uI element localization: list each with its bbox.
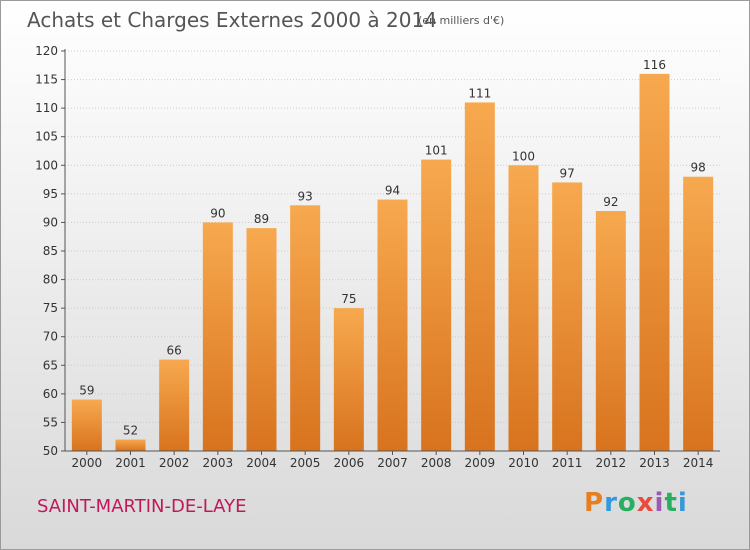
y-tick-label: 120 <box>35 44 58 58</box>
value-label: 52 <box>123 424 138 438</box>
value-label: 100 <box>512 149 535 163</box>
x-tick-label: 2002 <box>159 456 190 470</box>
x-tick-label: 2003 <box>203 456 234 470</box>
bar-2007 <box>377 199 408 451</box>
proxiti-logo: Proxiti <box>584 488 688 518</box>
bar-2011 <box>552 182 583 451</box>
y-tick-label: 95 <box>43 187 58 201</box>
bar-2001 <box>115 439 146 451</box>
y-tick-label: 115 <box>35 73 58 87</box>
value-label: 97 <box>560 166 575 180</box>
y-tick-label: 50 <box>43 444 58 458</box>
y-tick-label: 105 <box>35 130 58 144</box>
bar-2000 <box>71 399 102 451</box>
y-tick-label: 55 <box>43 415 58 429</box>
value-label: 66 <box>167 344 182 358</box>
bar-2009 <box>464 102 495 451</box>
y-tick-label: 100 <box>35 158 58 172</box>
x-tick-label: 2004 <box>246 456 277 470</box>
x-tick-label: 2006 <box>334 456 365 470</box>
value-label: 111 <box>468 86 491 100</box>
y-tick-label: 75 <box>43 301 58 315</box>
x-tick-label: 2000 <box>72 456 103 470</box>
value-label: 94 <box>385 184 400 198</box>
y-tick-label: 80 <box>43 273 58 287</box>
y-tick-label: 70 <box>43 330 58 344</box>
bar-2010 <box>508 165 539 452</box>
x-tick-label: 2001 <box>115 456 146 470</box>
bars: 59 52 66 90 89 93 75 94 101 111 100 97 92 116 98 <box>71 58 714 452</box>
bar-2012 <box>595 211 626 451</box>
value-label: 59 <box>79 384 94 398</box>
x-tick-label: 2012 <box>596 456 627 470</box>
chart-title: Achats et Charges Externes 2000 à 2014 <box>27 8 437 32</box>
bar-2006 <box>333 308 364 451</box>
bar-2005 <box>290 205 321 451</box>
bar-2014 <box>683 176 714 451</box>
x-tick-label: 2007 <box>377 456 408 470</box>
x-tick-label: 2013 <box>639 456 670 470</box>
value-label: 92 <box>603 195 618 209</box>
bar-2013 <box>639 73 670 451</box>
x-tick-label: 2005 <box>290 456 321 470</box>
y-tick-label: 65 <box>43 358 58 372</box>
place-name: SAINT-MARTIN-DE-LAYE <box>37 496 247 517</box>
bar-2008 <box>421 159 452 452</box>
value-label: 116 <box>643 58 666 72</box>
value-label: 90 <box>210 206 225 220</box>
axes: 50 55 60 65 70 75 80 85 90 95 100 105 110 115 120 2000 2… <box>35 44 720 470</box>
value-label: 98 <box>691 161 706 175</box>
x-tick-label: 2011 <box>552 456 583 470</box>
x-tick-label: 2009 <box>465 456 496 470</box>
value-label: 75 <box>341 292 356 306</box>
x-tick-label: 2008 <box>421 456 452 470</box>
x-tick-label: 2010 <box>508 456 539 470</box>
y-tick-label: 90 <box>43 215 58 229</box>
bar-2003 <box>202 222 233 451</box>
bar-2002 <box>159 359 190 451</box>
value-label: 101 <box>425 144 448 158</box>
value-label: 93 <box>298 189 313 203</box>
y-tick-label: 85 <box>43 244 58 258</box>
bar-2004 <box>246 228 277 451</box>
x-tick-label: 2014 <box>683 456 714 470</box>
value-label: 89 <box>254 212 269 226</box>
y-tick-label: 110 <box>35 101 58 115</box>
chart-subtitle: (en milliers d'€) <box>418 14 505 27</box>
y-tick-label: 60 <box>43 387 58 401</box>
